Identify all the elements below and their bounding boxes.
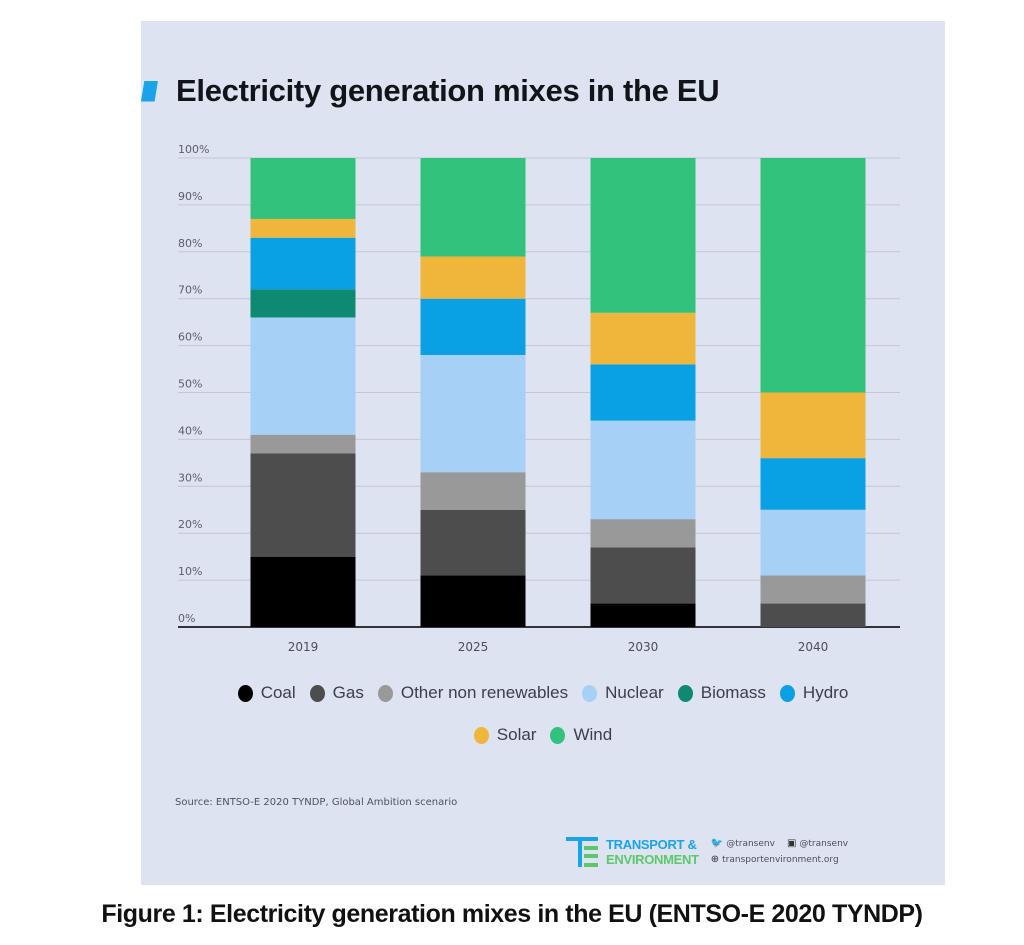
legend-label: Hydro bbox=[802, 683, 849, 702]
bar-segment-wind bbox=[590, 158, 696, 313]
bar-group-2030 bbox=[590, 158, 696, 627]
legend-dot-icon bbox=[779, 684, 795, 702]
legend-dot-icon bbox=[677, 684, 693, 702]
y-tick-label: 60% bbox=[178, 331, 202, 344]
title-marker-icon bbox=[141, 80, 158, 102]
bar-segment-other-non-renewables bbox=[590, 519, 696, 548]
chart-header: Electricity generation mixes in the EU bbox=[141, 71, 720, 111]
legend-label: Biomass bbox=[700, 683, 766, 702]
y-tick-label: 100% bbox=[178, 143, 209, 156]
bar-segment-wind bbox=[420, 158, 526, 257]
bar-segment-nuclear bbox=[590, 420, 696, 520]
bar-segment-wind bbox=[760, 158, 866, 393]
bar-segment-other-non-renewables bbox=[760, 575, 866, 604]
bar-segment-solar bbox=[250, 218, 356, 238]
legend: Coal Gas Other non renewables Nuclear Biomas… bbox=[141, 683, 945, 745]
branding: TRANSPORT & ENVIRONMENT 🐦 @transenv ▣ @tra… bbox=[566, 836, 848, 868]
x-tick-label: 2025 bbox=[458, 640, 489, 654]
brand-name: TRANSPORT & ENVIRONMENT bbox=[606, 837, 699, 867]
globe-icon: ⊕ bbox=[710, 854, 720, 865]
brand-line-2: ENVIRONMENT bbox=[606, 852, 699, 867]
bar-segment-biomass bbox=[250, 289, 356, 318]
chart-plot: 0% 10% 20% 30% 40% 50% 60% 70% 80% 90% 100% 2019 202… bbox=[178, 143, 900, 654]
bar-segment-coal bbox=[420, 575, 526, 627]
legend-dot-icon bbox=[237, 684, 253, 702]
bar-segment-hydro bbox=[250, 237, 356, 290]
legend-dot-icon bbox=[582, 684, 598, 702]
legend-item: Coal bbox=[237, 683, 296, 703]
legend-item: Solar bbox=[473, 725, 537, 745]
y-tick-label: 0% bbox=[178, 612, 195, 625]
bar-segment-nuclear bbox=[250, 317, 356, 435]
facebook-handle[interactable]: ▣ @transenv bbox=[786, 838, 849, 849]
axis-labels: 0% 10% 20% 30% 40% 50% 60% 70% 80% 90% 100% 2019 202… bbox=[178, 143, 828, 654]
y-tick-label: 70% bbox=[178, 284, 202, 297]
legend-item: Gas bbox=[309, 683, 364, 703]
legend-label: Wind bbox=[573, 725, 613, 744]
bar-segment-wind bbox=[250, 158, 356, 219]
bar-segment-hydro bbox=[590, 364, 696, 421]
te-logo-icon bbox=[566, 837, 598, 867]
bar-segment-nuclear bbox=[760, 509, 866, 576]
bars bbox=[250, 158, 866, 627]
x-tick-label: 2019 bbox=[288, 640, 319, 654]
legend-dot-icon bbox=[377, 684, 393, 702]
bar-segment-other-non-renewables bbox=[250, 434, 356, 454]
chart-title: Electricity generation mixes in the EU bbox=[176, 73, 720, 108]
legend-item: Other non renewables bbox=[377, 683, 569, 703]
website-link[interactable]: ⊕ transportenvironment.org bbox=[710, 854, 839, 865]
legend-item: Nuclear bbox=[582, 683, 664, 703]
x-tick-label: 2030 bbox=[628, 640, 659, 654]
bar-segment-nuclear bbox=[420, 354, 526, 473]
bar-segment-solar bbox=[590, 312, 696, 365]
bar-group-2040 bbox=[760, 158, 866, 627]
y-tick-label: 90% bbox=[178, 190, 202, 203]
chart-panel: Electricity generation mixes in the EU 0… bbox=[141, 21, 945, 885]
legend-dot-icon bbox=[550, 726, 566, 744]
bar-segment-solar bbox=[420, 256, 526, 299]
brand-line-1: TRANSPORT & bbox=[606, 837, 697, 852]
twitter-icon: 🐦 bbox=[710, 838, 724, 849]
legend-label: Solar bbox=[496, 725, 537, 744]
bar-segment-other-non-renewables bbox=[420, 472, 526, 510]
y-tick-label: 80% bbox=[178, 237, 202, 250]
bar-segment-hydro bbox=[760, 458, 866, 510]
bar-group-2025 bbox=[420, 158, 526, 627]
legend-item: Biomass bbox=[677, 683, 766, 703]
bar-segment-gas bbox=[590, 547, 696, 604]
legend-label: Coal bbox=[260, 683, 296, 702]
bar-segment-coal bbox=[250, 556, 356, 627]
bar-group-2019 bbox=[250, 158, 356, 627]
x-tick-label: 2040 bbox=[798, 640, 829, 654]
y-tick-label: 40% bbox=[178, 424, 202, 437]
y-tick-label: 50% bbox=[178, 378, 202, 391]
bar-segment-hydro bbox=[420, 298, 526, 355]
legend-label: Other non renewables bbox=[400, 683, 569, 702]
bar-segment-gas bbox=[250, 453, 356, 557]
figure-caption: Figure 1: Electricity generation mixes i… bbox=[101, 900, 923, 928]
legend-row: Solar Wind bbox=[141, 725, 945, 745]
bar-segment-gas bbox=[760, 603, 866, 627]
legend-item: Hydro bbox=[779, 683, 849, 703]
legend-row: Coal Gas Other non renewables Nuclear Biomas… bbox=[141, 683, 945, 703]
legend-dot-icon bbox=[473, 726, 489, 744]
bar-segment-solar bbox=[760, 392, 866, 459]
y-tick-label: 10% bbox=[178, 565, 202, 578]
source-note: Source: ENTSO-E 2020 TYNDP, Global Ambit… bbox=[175, 797, 458, 808]
social-links: 🐦 @transenv ▣ @transenv ⊕ transportenvironm… bbox=[711, 836, 848, 868]
legend-label: Nuclear bbox=[605, 683, 664, 702]
twitter-handle[interactable]: 🐦 @transenv bbox=[710, 838, 775, 849]
bar-segment-gas bbox=[420, 509, 526, 576]
y-tick-label: 20% bbox=[178, 518, 202, 531]
y-tick-label: 30% bbox=[178, 471, 202, 484]
legend-label: Gas bbox=[332, 683, 364, 702]
legend-item: Wind bbox=[550, 725, 612, 745]
facebook-icon: ▣ bbox=[786, 838, 797, 849]
bar-segment-coal bbox=[590, 603, 696, 627]
legend-dot-icon bbox=[309, 684, 325, 702]
